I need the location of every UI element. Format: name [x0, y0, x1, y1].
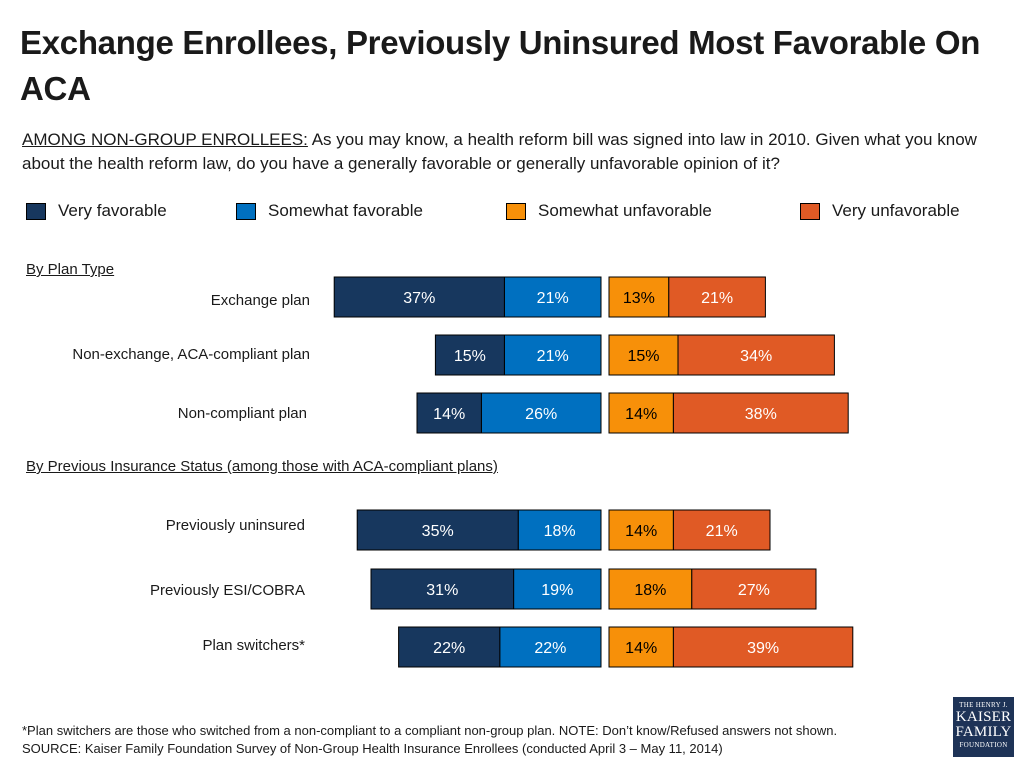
source-note: SOURCE: Kaiser Family Foundation Survey …: [22, 741, 723, 756]
bar-segment-somewhat-favorable: [503, 334, 602, 376]
legend-swatch-very-unfavorable: [800, 202, 820, 220]
bar-segment-very-favorable: [434, 334, 505, 376]
legend-swatch-very-favorable: [26, 202, 46, 220]
bar-segment-somewhat-favorable: [499, 626, 602, 668]
data-label-very-favorable: 31%: [426, 582, 458, 599]
legend-label-very-unfavorable: Very unfavorable: [832, 201, 960, 220]
category-label: Plan switchers*: [202, 637, 305, 654]
bar-segment-somewhat-favorable: [503, 276, 602, 318]
legend-somewhat-favorable: Somewhat favorable: [236, 200, 423, 222]
bar-segment-very-unfavorable: [677, 334, 835, 376]
bar-segment-very-favorable: [356, 509, 519, 551]
data-label-somewhat-favorable: 26%: [525, 406, 557, 423]
legend-label-very-favorable: Very favorable: [58, 201, 167, 220]
data-label-very-unfavorable: 34%: [740, 348, 772, 365]
data-label-very-unfavorable: 27%: [738, 582, 770, 599]
data-label-very-favorable: 22%: [433, 640, 465, 657]
legend-very-favorable: Very favorable: [26, 200, 167, 222]
data-label-somewhat-unfavorable: 14%: [625, 640, 657, 657]
bar-segment-very-favorable: [370, 568, 515, 610]
data-label-somewhat-unfavorable: 13%: [623, 290, 655, 307]
data-label-somewhat-favorable: 21%: [537, 348, 569, 365]
bar-segment-very-unfavorable: [672, 626, 854, 668]
data-label-somewhat-unfavorable: 14%: [625, 406, 657, 423]
bar-segment-very-favorable: [416, 392, 482, 434]
data-label-very-unfavorable: 38%: [745, 406, 777, 423]
legend-very-unfavorable: Very unfavorable: [800, 200, 960, 222]
bar-segment-very-unfavorable: [672, 509, 771, 551]
data-label-somewhat-unfavorable: 14%: [625, 523, 657, 540]
bar-segment-somewhat-unfavorable: [608, 509, 674, 551]
data-label-very-favorable: 14%: [433, 406, 465, 423]
legend-swatch-somewhat-unfavorable: [506, 202, 526, 220]
data-label-very-favorable: 37%: [403, 290, 435, 307]
legend-label-somewhat-unfavorable: Somewhat unfavorable: [538, 201, 712, 220]
category-label: Previously uninsured: [165, 517, 305, 534]
bar-segment-somewhat-favorable: [480, 392, 602, 434]
bar-segment-very-favorable: [398, 626, 501, 668]
legend-swatch-somewhat-favorable: [236, 202, 256, 220]
bar-segment-very-unfavorable: [691, 568, 817, 610]
survey-question: AMONG NON-GROUP ENROLLEES: As you may kn…: [22, 128, 1012, 176]
category-label: Previously ESI/COBRA: [149, 582, 305, 599]
data-label-very-unfavorable: 21%: [701, 290, 733, 307]
group-label-plan-type: By Plan Type: [26, 261, 115, 278]
category-label: Non-exchange, ACA-compliant plan: [72, 346, 310, 363]
data-label-somewhat-favorable: 18%: [544, 523, 576, 540]
question-text: As you may know, a health reform bill wa…: [22, 130, 977, 173]
bar-segment-somewhat-unfavorable: [608, 626, 674, 668]
legend-label-somewhat-favorable: Somewhat favorable: [268, 201, 423, 220]
footnote: *Plan switchers are those who switched f…: [22, 723, 838, 738]
bar-segment-somewhat-favorable: [513, 568, 602, 610]
page-title: Exchange Enrollees, Previously Uninsured…: [20, 24, 981, 107]
bar-segment-very-unfavorable: [668, 276, 766, 318]
bar-segment-somewhat-unfavorable: [608, 276, 670, 318]
data-label-very-favorable: 15%: [454, 348, 486, 365]
data-label-very-unfavorable: 21%: [706, 523, 738, 540]
bar-segment-very-favorable: [333, 276, 505, 318]
kff-logo: THE HENRY J. KAISER FAMILY FOUNDATION: [953, 697, 1014, 757]
data-label-somewhat-unfavorable: 18%: [634, 582, 666, 599]
question-lead: AMONG NON-GROUP ENROLLEES:: [22, 130, 308, 149]
data-label-very-favorable: 35%: [422, 523, 454, 540]
data-label-very-unfavorable: 39%: [747, 640, 779, 657]
category-label: Exchange plan: [210, 292, 310, 309]
legend-somewhat-unfavorable: Somewhat unfavorable: [506, 200, 712, 222]
data-label-somewhat-favorable: 22%: [534, 640, 566, 657]
data-label-somewhat-favorable: 21%: [537, 290, 569, 307]
bar-segment-somewhat-unfavorable: [608, 392, 674, 434]
data-label-somewhat-favorable: 19%: [541, 582, 573, 599]
category-label: Non-compliant plan: [177, 405, 307, 422]
bar-segment-somewhat-unfavorable: [608, 568, 693, 610]
data-label-somewhat-unfavorable: 15%: [627, 348, 659, 365]
bar-segment-very-unfavorable: [672, 392, 849, 434]
group-label-insurance-status: By Previous Insurance Status (among thos…: [26, 458, 498, 475]
